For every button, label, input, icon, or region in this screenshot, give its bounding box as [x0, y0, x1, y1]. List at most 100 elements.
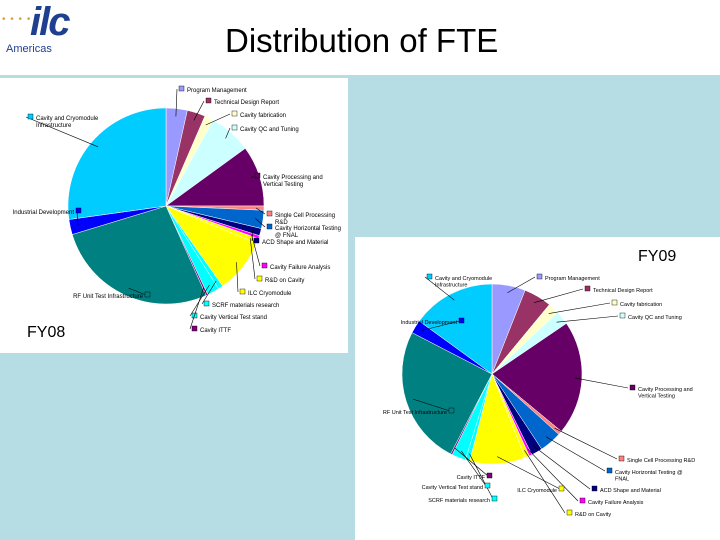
slice-label-cavity-processing-and-vertical-testing: Cavity Processing and Vertical Testing [263, 175, 323, 188]
slice-label-randd-on-cavity: R&D on Cavity [575, 512, 611, 518]
slice-label-rf-unit-test-infrastructure: RF Unit Test Infrastructure [383, 410, 447, 416]
pie-slice-cavity-and-cryomodule-infrastructure [67, 107, 167, 220]
legend-swatch-cavity-and-cryomodule-infrastructure [27, 113, 34, 120]
leader-line-single-cell-processing-randd [255, 207, 266, 215]
leader-line-cavity-ittf [189, 287, 204, 330]
slice-label-program-management: Program Management [545, 276, 600, 282]
leader-line-cavity-qc-and-tuning [556, 315, 619, 323]
legend-swatch-cavity-processing-and-vertical-testing [254, 172, 261, 179]
pie-slice-cavity-processing-and-vertical-testing [491, 323, 583, 432]
slice-label-cavity-fabrication: Cavity fabrication [240, 113, 286, 119]
legend-swatch-cavity-processing-and-vertical-testing [629, 384, 636, 391]
leader-line-ilc-cryomodule [497, 456, 561, 490]
leader-line-cavity-failure-analysis [527, 448, 579, 502]
legend-swatch-scrf-materials-research [491, 495, 498, 502]
pie-slice-rf-unit-test-infrastructure [71, 205, 207, 305]
legend-swatch-program-management [536, 273, 543, 280]
legend-swatch-cavity-fabrication [231, 110, 238, 117]
leader-line-rf-unit-test-infrastructure [128, 287, 147, 296]
legend-swatch-randd-on-cavity [256, 275, 263, 282]
leader-line-cavity-and-cryomodule-infrastructure [25, 116, 99, 148]
leader-line-acd-shape-and-material [251, 230, 254, 242]
leader-line-cavity-qc-and-tuning [225, 127, 231, 139]
slice-label-single-cell-processing-randd: Single Cell Processing R&D [275, 213, 335, 226]
legend-swatch-program-management [178, 85, 185, 92]
slice-label-cavity-qc-and-tuning: Cavity QC and Tuning [240, 127, 299, 133]
legend-swatch-industrial-development [75, 207, 82, 214]
slice-label-cavity-horizontal-testing-fnal: Cavity Horizontal Testing @ FNAL [275, 226, 341, 239]
slice-label-single-cell-processing-randd: Single Cell Processing R&D [627, 458, 695, 464]
leader-line-program-management [507, 276, 536, 293]
leader-line-cavity-fabrication [548, 302, 611, 314]
legend-swatch-cavity-horizontal-testing-fnal [266, 223, 273, 230]
fy08-chart-panel: Program Management Technical Design Repor… [0, 78, 348, 353]
slice-label-acd-shape-and-material: ACD Shape and Material [262, 240, 328, 246]
leader-line-ilc-cryomodule [236, 262, 239, 293]
legend-swatch-single-cell-processing-randd [266, 210, 273, 217]
leader-line-technical-design-report [193, 100, 205, 121]
legend-swatch-cavity-failure-analysis [261, 262, 268, 269]
leader-line-cavity-horizontal-testing-fnal [255, 218, 266, 228]
slice-label-industrial-development: Industrial Development [401, 320, 458, 326]
slice-label-scrf-materials-research: SCRF materials research [212, 303, 279, 309]
slice-label-cavity-failure-analysis: Cavity Failure Analysis [588, 500, 644, 506]
fy08-pie-chart: Program Management Technical Design Repor… [13, 85, 341, 334]
leader-line-technical-design-report [534, 288, 584, 303]
ilc-americas-logo: • • • • ilc Americas [0, 0, 72, 60]
slice-label-industrial-development: Industrial Development [13, 210, 75, 216]
legend-swatch-technical-design-report [584, 285, 591, 292]
leader-line-industrial-development [76, 210, 79, 226]
legend-swatch-industrial-development [458, 317, 465, 324]
fy09-chart-panel: Program Management Technical Design Repor… [355, 237, 720, 540]
legend-swatch-cavity-failure-analysis [579, 497, 586, 504]
slice-label-acd-shape-and-material: ACD Shape and Material [600, 488, 661, 494]
slice-label-scrf-materials-research: SCRF materials research [428, 498, 490, 504]
leader-line-cavity-fabrication [205, 113, 231, 126]
slice-label-cavity-ittf: Cavity ITTF [457, 475, 486, 481]
legend-swatch-cavity-ittf [486, 472, 493, 479]
slice-label-rf-unit-test-infrastructure: RF Unit Test Infrastructure [73, 294, 144, 300]
legend-swatch-cavity-ittf [191, 325, 198, 332]
leader-line-cavity-processing-and-vertical-testing [251, 175, 254, 179]
legend-swatch-cavity-qc-and-tuning [231, 124, 238, 131]
logo-mark: ilc [30, 0, 71, 44]
slice-label-cavity-qc-and-tuning: Cavity QC and Tuning [628, 315, 682, 321]
slice-label-technical-design-report: Technical Design Report [593, 288, 653, 294]
leader-line-industrial-development [421, 320, 461, 331]
slice-label-cavity-vertical-test-stand: Cavity Vertical Test stand [200, 315, 267, 321]
slide-title: Distribution of FTE [225, 22, 499, 59]
slice-label-technical-design-report: Technical Design Report [214, 100, 279, 106]
leader-line-cavity-and-cryomodule-infrastructure [424, 276, 455, 301]
leader-line-cavity-horizontal-testing-fnal [545, 436, 606, 472]
leader-line-acd-shape-and-material [533, 445, 591, 490]
logo-dots: • • • • [2, 14, 32, 25]
leader-line-scrf-materials-research [201, 280, 217, 305]
legend-swatch-technical-design-report [205, 97, 212, 104]
slice-label-cavity-horizontal-testing-fnal: Cavity Horizontal Testing @ FNAL [615, 470, 683, 483]
legend-swatch-rf-unit-test-infrastructure [448, 407, 455, 414]
slice-label-cavity-and-cryomodule-infrastructure: Cavity and Cryomodule Infrastructure [36, 116, 99, 129]
slice-label-ilc-cryomodule: ILC Cryomodule [517, 488, 557, 494]
leader-line-rf-unit-test-infrastructure [413, 398, 451, 412]
leader-line-scrf-materials-research [469, 453, 494, 500]
slice-label-cavity-failure-analysis: Cavity Failure Analysis [270, 265, 330, 271]
legend-swatch-randd-on-cavity [566, 509, 573, 516]
pie-slice-cavity-and-cryomodule-infrastructure [418, 283, 493, 375]
slice-label-cavity-ittf: Cavity ITTF [200, 328, 231, 334]
fy09-title: FY09 [638, 248, 677, 265]
leader-line-cavity-ittf [454, 447, 489, 477]
legend-swatch-single-cell-processing-randd [618, 455, 625, 462]
legend-swatch-scrf-materials-research [203, 300, 210, 307]
legend-swatch-cavity-fabrication [611, 299, 618, 306]
leader-line-randd-on-cavity [524, 450, 566, 514]
legend-swatch-acd-shape-and-material [591, 485, 598, 492]
logo-text: Americas [6, 43, 52, 55]
pie-slice-rf-unit-test-infrastructure [401, 332, 493, 455]
legend-swatch-ilc-cryomodule [239, 288, 246, 295]
fy08-title: FY08 [27, 324, 66, 341]
legend-swatch-cavity-horizontal-testing-fnal [606, 467, 613, 474]
fy09-pie-chart: Program Management Technical Design Repor… [383, 273, 695, 518]
slide-header: • • • • ilc Americas Distribution of FTE [0, 0, 720, 75]
slice-label-cavity-vertical-test-stand: Cavity Vertical Test stand [422, 485, 483, 491]
leader-line-cavity-processing-and-vertical-testing [574, 377, 629, 389]
